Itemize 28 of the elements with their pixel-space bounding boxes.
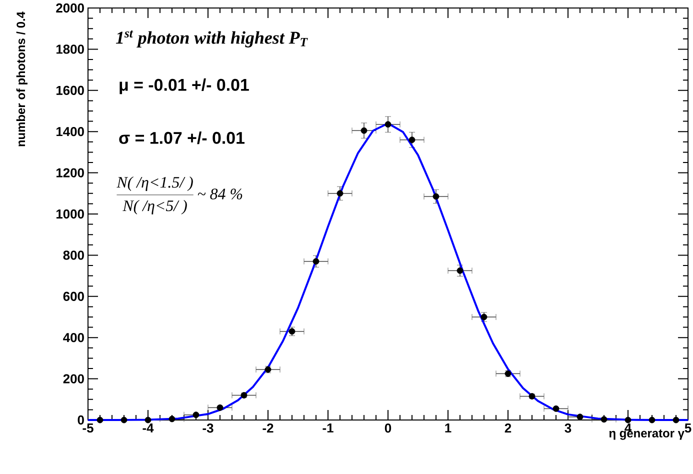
y-tick-label: 1600 (56, 86, 84, 95)
y-tick-label: 200 (63, 374, 84, 384)
annotation: N( /η<1.5/ ) (116, 176, 193, 191)
annotation: 1$^{st}$ photon with highest P$_{T}$ (116, 30, 308, 48)
x-tick-label: 3 (564, 424, 572, 433)
y-tick-label: 2000 (56, 3, 84, 13)
annotation: ~ 84 % (198, 188, 242, 200)
x-tick-label: -3 (202, 424, 214, 433)
y-tick-label: 400 (63, 333, 84, 342)
y-tick-label: 1400 (56, 127, 84, 136)
y-tick-label: 0 (78, 415, 84, 425)
y-tick-label: 800 (63, 250, 84, 260)
x-tick-label: 2 (504, 424, 512, 433)
y-tick-label: 1000 (56, 209, 84, 219)
x-tick-label: 5 (684, 424, 692, 433)
y-tick-label: 1200 (56, 168, 84, 178)
annotation: μ = -0.01 +/- 0.01 (120, 78, 249, 94)
annotation: σ = 1.07 +/- 0.01 (119, 131, 245, 144)
x-tick-label: -1 (322, 424, 334, 432)
y-axis-title: number of photons / 0.4 (16, 12, 28, 146)
y-tick-label: 600 (63, 292, 84, 301)
x-tick-label: -5 (82, 424, 94, 433)
x-tick-label: -2 (262, 424, 274, 433)
annotation: N( /η<5/ ) (122, 200, 187, 214)
y-tick-label: 1800 (56, 44, 84, 54)
x-tick-label: 0 (384, 424, 392, 433)
x-tick-label: 1 (445, 424, 452, 432)
x-tick-label: -4 (142, 424, 154, 432)
